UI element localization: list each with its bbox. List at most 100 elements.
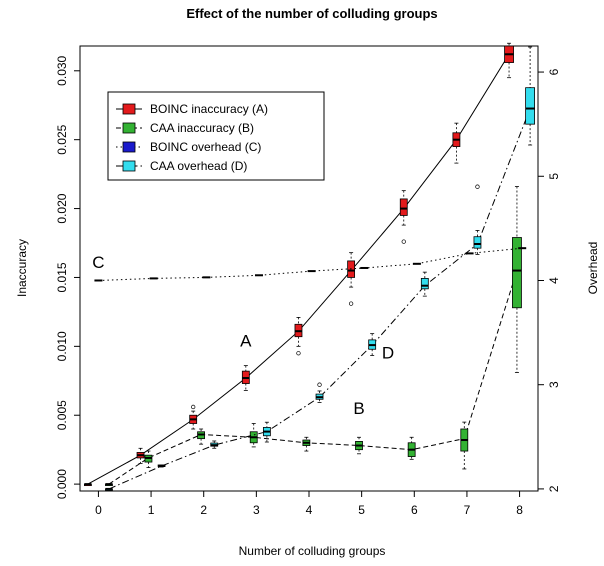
y-tick-label: 0.015	[55, 262, 69, 292]
point-marker	[149, 277, 158, 280]
box-plot	[407, 436, 416, 460]
y-tick-label: 0.025	[55, 124, 69, 154]
y2-axis-label: Overhead	[586, 242, 600, 295]
box-plot	[241, 365, 250, 391]
box-plot	[512, 186, 522, 373]
box-plot	[399, 190, 408, 226]
box-plot	[452, 122, 461, 164]
point-marker	[412, 262, 421, 265]
series-caa-overhead-d	[105, 46, 536, 491]
box-body	[473, 236, 482, 249]
y2-tick-label: 5	[547, 173, 561, 180]
outlier-point	[296, 351, 301, 356]
point-marker	[94, 279, 103, 282]
outlier-point	[475, 184, 480, 189]
point-marker	[518, 247, 527, 250]
x-tick-label: 8	[516, 503, 523, 517]
point-marker	[254, 274, 263, 277]
y-tick-label: 0.005	[55, 400, 69, 430]
y-tick-label: 0.000	[55, 469, 69, 499]
box-plot	[249, 423, 258, 448]
box-plot	[315, 390, 324, 403]
x-tick-label: 4	[306, 503, 313, 517]
legend-swatch	[122, 103, 136, 115]
y2-tick-label: 4	[547, 277, 561, 284]
box-body	[420, 278, 429, 290]
legend-swatch	[122, 122, 136, 134]
box-plot	[83, 483, 92, 487]
legend-label: BOINC inaccuracy (A)	[150, 102, 268, 116]
point-marker	[465, 252, 474, 255]
box-plot	[460, 421, 469, 470]
box-plot	[210, 440, 219, 449]
legend-item: CAA overhead (D)	[116, 159, 247, 173]
box-plot	[136, 447, 145, 464]
x-tick-label: 0	[95, 503, 102, 517]
legend-label: CAA inaccuracy (B)	[150, 121, 254, 135]
x-axis-label: Number of colluding groups	[239, 544, 386, 558]
box-plot	[105, 483, 113, 487]
box-plot	[420, 271, 429, 297]
series-line	[108, 108, 531, 490]
legend-swatch	[122, 160, 136, 172]
series-layer	[83, 42, 536, 491]
point-marker	[202, 276, 211, 279]
box-plot	[294, 317, 303, 347]
annotation-b: B	[353, 399, 364, 418]
box-plot	[525, 46, 536, 146]
y-axis-label: Inaccuracy	[15, 239, 29, 297]
annotation-c: C	[92, 253, 104, 272]
legend-label: BOINC overhead (C)	[150, 140, 261, 154]
x-tick-label: 7	[464, 503, 471, 517]
legend-item: CAA inaccuracy (B)	[116, 121, 254, 135]
box-plot	[347, 252, 356, 288]
point-marker	[307, 270, 316, 273]
annotation-d: D	[382, 344, 394, 363]
series-line	[98, 247, 523, 281]
point-marker	[360, 266, 369, 269]
series-boinc-overhead-c	[94, 247, 527, 282]
box-plot	[189, 410, 198, 430]
box-body	[512, 237, 522, 309]
x-tick-label: 3	[253, 503, 260, 517]
y2-tick-label: 6	[547, 68, 561, 75]
legend-box	[107, 91, 325, 181]
y-tick-label: 0.030	[55, 55, 69, 85]
y2-tick-label: 2	[547, 485, 561, 492]
box-body	[525, 87, 536, 125]
x-tick-label: 6	[411, 503, 418, 517]
outlier-point	[401, 239, 406, 244]
x-tick-label: 1	[148, 503, 155, 517]
box-plot	[473, 230, 482, 255]
x-tick-label: 5	[358, 503, 365, 517]
outlier-point	[348, 301, 354, 306]
x-tick-label: 2	[200, 503, 207, 517]
axes: 0 1 2 3 4 5 6 7 8 0.000 0.005 0.010 0.015 0.020 0.025 0…	[55, 55, 561, 517]
legend-item: BOINC overhead (C)	[116, 140, 261, 154]
series-line	[108, 270, 518, 485]
y-tick-label: 0.020	[55, 193, 69, 223]
box-plot	[302, 436, 311, 452]
box-plot	[504, 42, 514, 79]
box-plot	[355, 436, 363, 455]
series-caa-inaccuracy-b	[105, 186, 522, 487]
box-plot	[144, 450, 153, 468]
box-plot	[197, 428, 205, 445]
box-plot	[262, 421, 271, 443]
annotations: C A D B	[92, 253, 394, 418]
chart-title: Effect of the number of colluding groups	[186, 6, 437, 21]
annotation-a: A	[240, 331, 252, 350]
box-plot	[105, 487, 113, 491]
y-tick-label: 0.010	[55, 331, 69, 361]
legend-swatch	[122, 141, 136, 153]
box-plot	[157, 464, 166, 468]
legend-label: CAA overhead (D)	[150, 159, 247, 173]
legend: BOINC inaccuracy (A) CAA inaccuracy (B) BO…	[107, 91, 325, 181]
legend-item: BOINC inaccuracy (A)	[116, 102, 268, 116]
box-plot	[368, 333, 377, 356]
box-body	[399, 198, 408, 216]
outlier-point	[317, 382, 322, 387]
y2-tick-label: 3	[547, 381, 561, 388]
outlier-point	[191, 404, 196, 410]
